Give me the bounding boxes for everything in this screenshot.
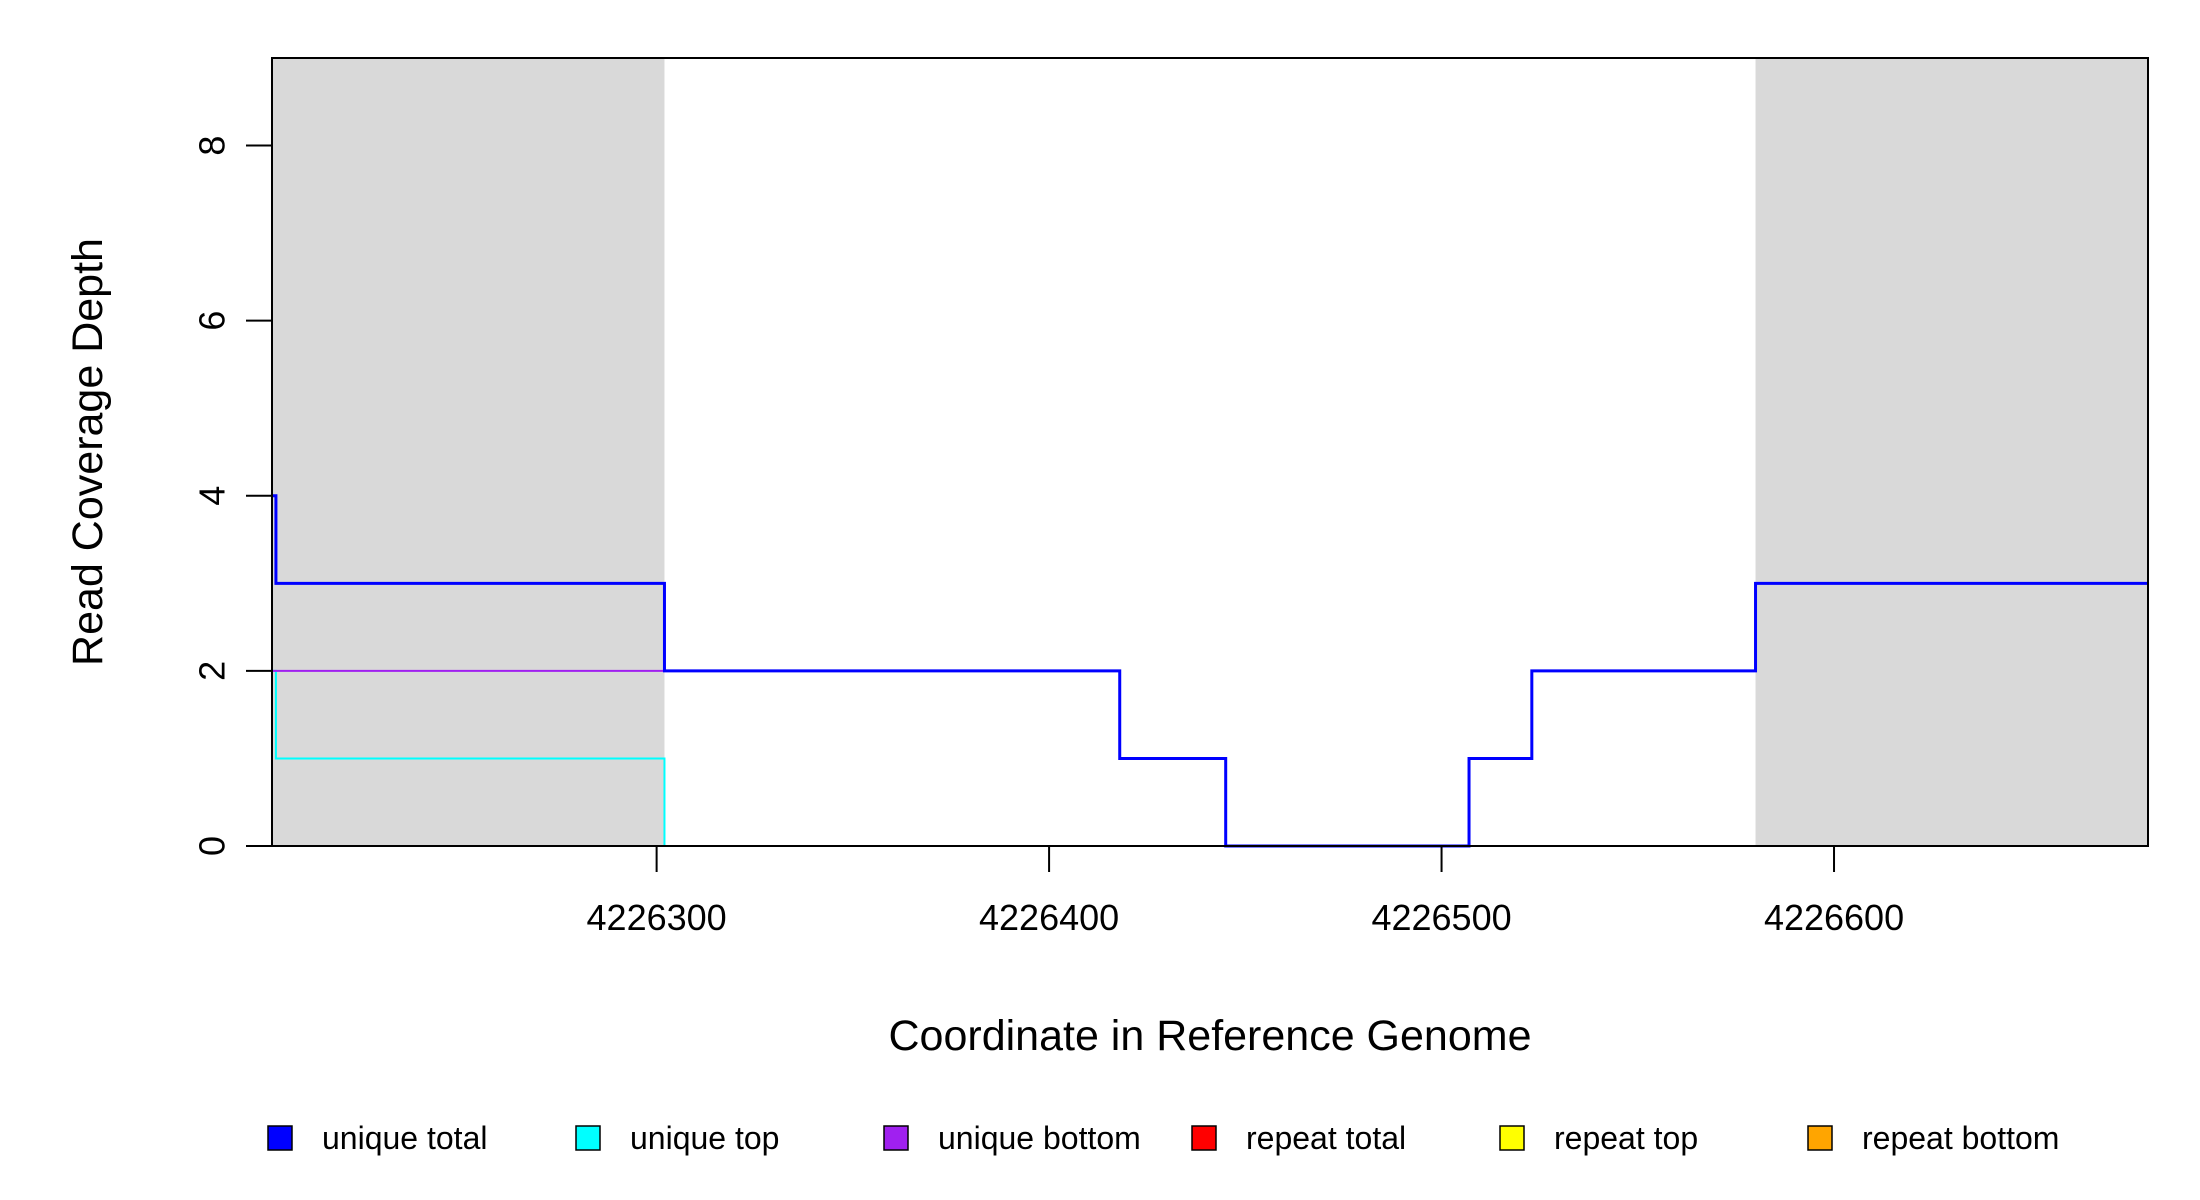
y-tick-label: 4: [192, 486, 233, 506]
legend-label-repeat-top: repeat top: [1554, 1120, 1698, 1156]
y-tick-label: 0: [192, 836, 233, 856]
legend-label-repeat-total: repeat total: [1246, 1120, 1406, 1156]
x-tick-label: 4226500: [1371, 897, 1511, 938]
series-line-unique-total: [272, 494, 2148, 848]
x-tick-label: 4226600: [1764, 897, 1904, 938]
shaded-region-1: [272, 58, 665, 846]
legend-swatch-repeat-total: [1191, 1125, 1217, 1151]
plot-frame: [271, 57, 2149, 847]
legend-swatch-repeat-bottom: [1807, 1125, 1833, 1151]
legend: unique total unique top unique bottom repea…: [267, 1120, 2059, 1156]
legend-label-unique-top: unique top: [630, 1120, 779, 1156]
x-axis: 4226300 4226400 4226500 4226600: [587, 846, 1904, 938]
y-tick-label: 8: [192, 136, 233, 156]
legend-label-unique-bottom: unique bottom: [938, 1120, 1141, 1156]
y-tick-label: 6: [192, 311, 233, 331]
x-tick-label: 4226300: [587, 897, 727, 938]
legend-swatch-unique-top: [575, 1125, 601, 1151]
legend-label-repeat-bottom: repeat bottom: [1862, 1120, 2059, 1156]
shaded-region-2: [1755, 58, 2148, 846]
x-tick-label: 4226400: [979, 897, 1119, 938]
legend-label-unique-total: unique total: [322, 1120, 487, 1156]
y-axis-title: Read Coverage Depth: [64, 238, 112, 666]
y-tick-label: 2: [192, 661, 233, 681]
y-axis: 0 2 4 6 8: [192, 136, 272, 856]
legend-swatch-repeat-top: [1499, 1125, 1525, 1151]
x-axis-title: Coordinate in Reference Genome: [889, 1012, 1532, 1060]
shaded-regions: [272, 58, 2148, 846]
legend-swatch-unique-bottom: [883, 1125, 909, 1151]
legend-swatch-unique-total: [267, 1125, 293, 1151]
